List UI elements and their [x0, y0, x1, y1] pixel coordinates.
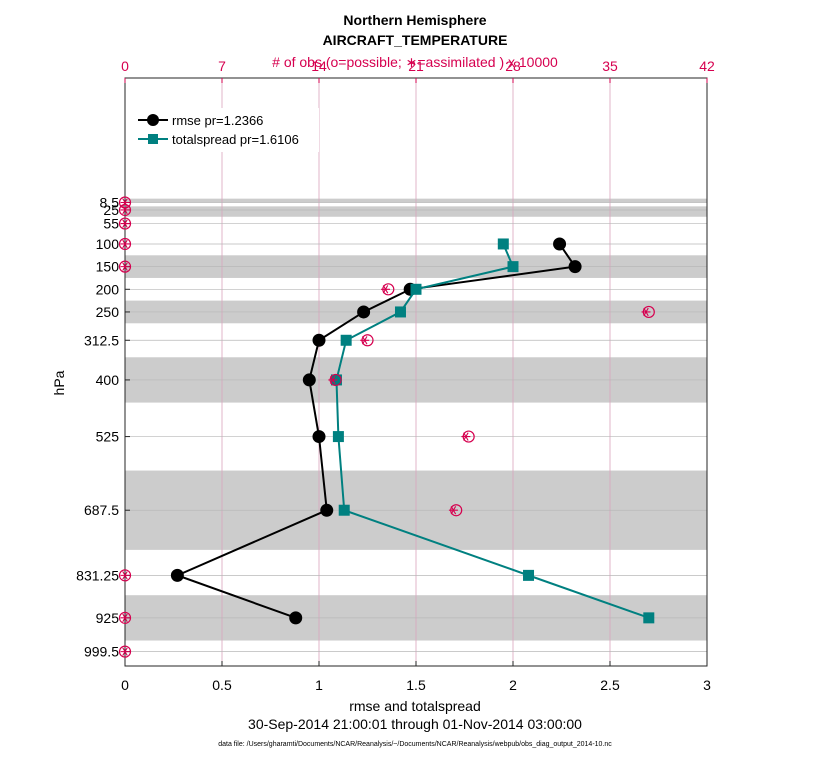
- data-file-note: data file: /Users/gharamti/Documents/NCA…: [218, 741, 612, 748]
- top-tick-label: 28: [505, 58, 521, 74]
- obs-possible-marker: [118, 203, 132, 217]
- obs-assimilated-marker: [120, 571, 130, 580]
- legend-totalspread-label: totalspread pr=1.6106: [172, 132, 299, 147]
- y-tick-label: 400: [96, 372, 120, 388]
- obs-assimilated-marker: [381, 285, 391, 294]
- totalspread-point: [497, 238, 509, 250]
- totalspread-point: [643, 612, 655, 624]
- top-axis-label: # of obs (o=possible; ∗=assimilated ) x …: [272, 54, 558, 70]
- obs-assimilated-marker: [461, 432, 471, 441]
- y-tick-label: 25: [103, 202, 119, 218]
- obs-assimilated-marker: [328, 375, 338, 385]
- top-tick-label: 42: [699, 58, 715, 74]
- obs-possible-marker: [118, 260, 132, 273]
- rmse-point: [357, 305, 371, 319]
- rmse-point: [553, 237, 567, 251]
- y-tick-label: 8.5: [100, 195, 120, 211]
- legend: rmse pr=1.2366 totalspread pr=1.6106: [131, 108, 319, 152]
- totalspread-point: [523, 569, 535, 581]
- y-tick-label: 831.25: [76, 567, 119, 583]
- y-tick-label: 100: [96, 236, 120, 252]
- top-tick-label: 35: [602, 58, 618, 74]
- obs-assimilated-marker: [120, 613, 130, 623]
- chart-title: Northern Hemisphere: [343, 12, 486, 28]
- obs-assimilated-marker: [448, 506, 458, 515]
- y-tick-label: 150: [96, 259, 120, 275]
- obs-assimilated-marker: [641, 307, 651, 317]
- rmse-point: [170, 568, 184, 582]
- series-line-1: [335, 243, 650, 619]
- legend-rmse-label: rmse pr=1.2366: [172, 113, 263, 128]
- rmse-point: [312, 430, 326, 444]
- top-tick-label: 7: [218, 58, 226, 74]
- obs-possible-marker: [118, 196, 132, 209]
- totalspread-point: [394, 306, 406, 318]
- obs-markers: [118, 196, 655, 658]
- rmse-point: [302, 373, 316, 387]
- totalspread-point: [338, 504, 350, 516]
- x-tick-label: 1.5: [406, 677, 426, 693]
- y-tick-label: 687.5: [84, 502, 119, 518]
- series-group: [170, 237, 655, 625]
- legend-rmse-marker: [147, 114, 159, 126]
- obs-assimilated-marker: [120, 262, 130, 271]
- x-tick-label: 0: [121, 677, 129, 693]
- x-tick-label: 3: [703, 677, 711, 693]
- rmse-point: [312, 333, 326, 347]
- date-range: 30-Sep-2014 21:00:01 through 01-Nov-2014…: [248, 716, 582, 732]
- series-line-0: [174, 243, 577, 619]
- obs-possible-marker: [118, 611, 132, 624]
- y-tick-label: 200: [96, 281, 120, 297]
- y-tick-label: 250: [96, 304, 120, 320]
- x-tick-label: 2.5: [600, 677, 620, 693]
- chart-subtitle: AIRCRAFT_TEMPERATURE: [323, 32, 508, 48]
- obs-assimilated-marker: [120, 647, 130, 656]
- obs-possible-marker: [118, 569, 132, 582]
- obs-assimilated-marker: [120, 239, 130, 249]
- totalspread-point: [507, 261, 519, 273]
- x-tick-label: 0.5: [212, 677, 232, 693]
- obs-possible-marker: [118, 217, 132, 230]
- obs-assimilated-marker: [360, 336, 370, 345]
- legend-totalspread-marker: [148, 134, 158, 144]
- y-tick-label: 55: [103, 216, 119, 232]
- rmse-point: [320, 503, 334, 517]
- y-tick-label: 525: [96, 429, 120, 445]
- top-tick-label: 21: [408, 58, 424, 74]
- top-tick-label: 0: [121, 58, 129, 74]
- totalspread-point: [340, 334, 352, 346]
- obs-assimilated-marker: [120, 219, 130, 228]
- totalspread-point: [332, 431, 344, 443]
- rmse-point: [568, 260, 582, 274]
- x-tick-label: 1: [315, 677, 323, 693]
- y-tick-label: 999.5: [84, 644, 119, 660]
- totalspread-point: [410, 283, 422, 295]
- grid: [125, 78, 707, 666]
- obs-assimilated-marker: [120, 205, 130, 215]
- x-tick-label: 2: [509, 677, 517, 693]
- obs-possible-marker: [118, 645, 132, 658]
- y-tick-label: 925: [96, 610, 120, 626]
- rmse-point: [289, 611, 303, 625]
- obs-possible-marker: [118, 237, 132, 251]
- x-axis-label: rmse and totalspread: [349, 698, 481, 714]
- top-tick-label: 14: [311, 58, 327, 74]
- y-axis-label: hPa: [51, 370, 67, 395]
- legend-box: [131, 108, 319, 152]
- y-tick-label: 312.5: [84, 332, 119, 348]
